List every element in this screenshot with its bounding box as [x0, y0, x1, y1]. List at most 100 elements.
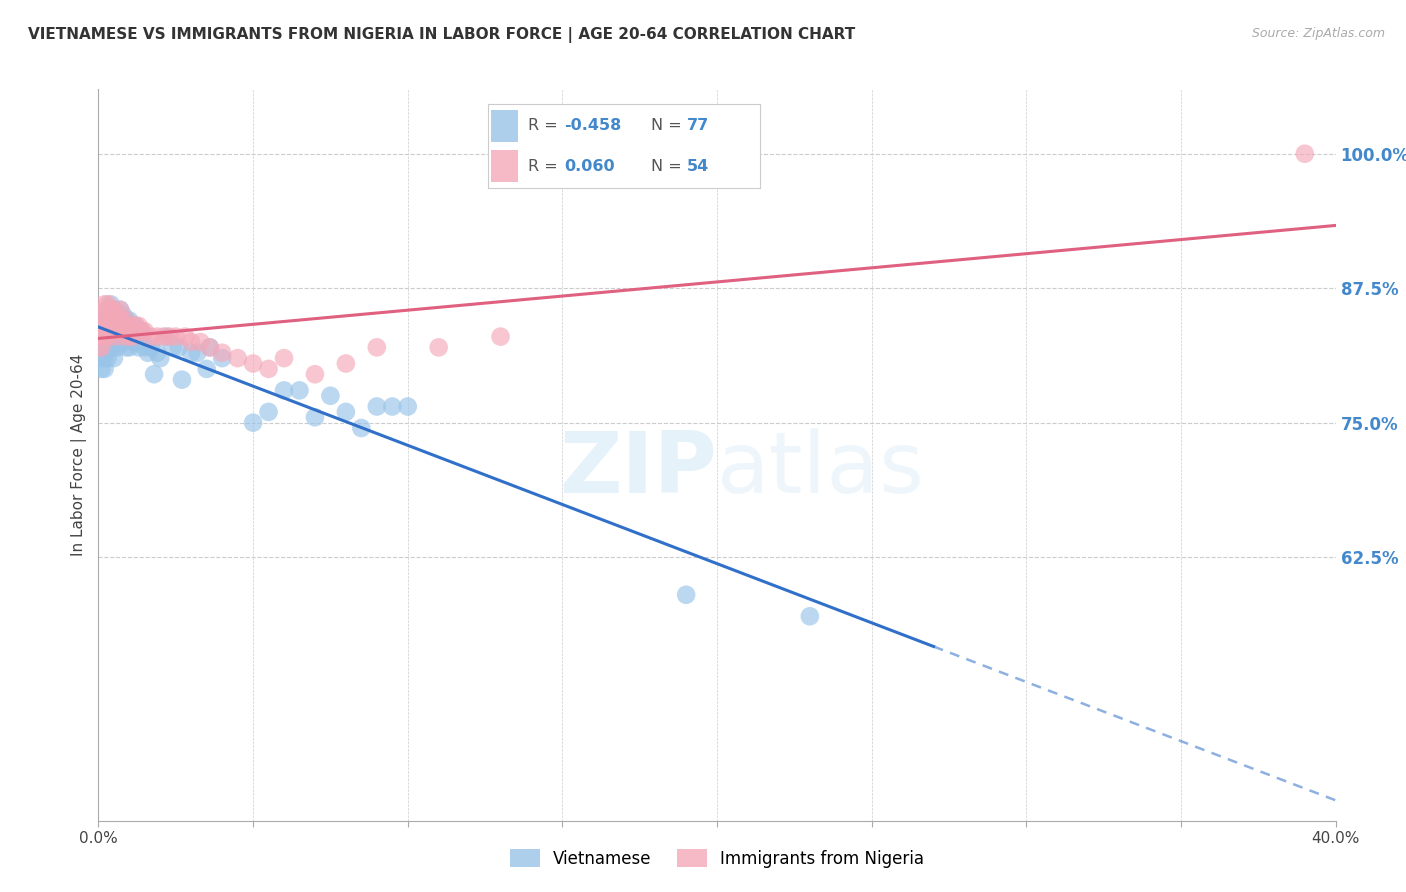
- Point: [108, 302, 131, 317]
- Point: [103, 318, 125, 333]
- Point: [100, 340, 122, 354]
- Point: [112, 334, 135, 349]
- Point: [103, 351, 125, 365]
- Point: [90, 308, 112, 322]
- Point: [174, 329, 197, 343]
- Point: [97, 308, 120, 322]
- Point: [100, 324, 122, 338]
- Point: [242, 416, 264, 430]
- Text: atlas: atlas: [717, 428, 925, 511]
- Point: [257, 362, 280, 376]
- Point: [180, 334, 202, 349]
- Point: [170, 373, 193, 387]
- Point: [335, 405, 357, 419]
- Point: [162, 340, 184, 354]
- Point: [103, 329, 125, 343]
- Point: [93, 362, 115, 376]
- Legend: Vietnamese, Immigrants from Nigeria: Vietnamese, Immigrants from Nigeria: [503, 842, 931, 874]
- Point: [489, 329, 512, 343]
- Point: [143, 368, 166, 382]
- Point: [115, 324, 138, 338]
- Point: [381, 400, 404, 414]
- Point: [93, 297, 115, 311]
- Point: [124, 318, 146, 333]
- Point: [152, 329, 174, 343]
- Point: [165, 329, 187, 343]
- Point: [118, 340, 141, 354]
- Point: [90, 340, 112, 354]
- Point: [155, 329, 177, 343]
- Point: [97, 297, 120, 311]
- Point: [366, 340, 388, 354]
- Point: [198, 340, 221, 354]
- Point: [131, 324, 153, 338]
- Point: [100, 313, 122, 327]
- Point: [139, 329, 162, 343]
- Point: [97, 318, 120, 333]
- Point: [799, 609, 821, 624]
- Point: [112, 308, 135, 322]
- Y-axis label: In Labor Force | Age 20-64: In Labor Force | Age 20-64: [72, 354, 87, 556]
- Point: [103, 302, 125, 317]
- Point: [103, 318, 125, 333]
- Point: [134, 324, 156, 338]
- Point: [366, 400, 388, 414]
- Point: [257, 405, 280, 419]
- Point: [105, 318, 128, 333]
- Point: [128, 318, 150, 333]
- Text: VIETNAMESE VS IMMIGRANTS FROM NIGERIA IN LABOR FORCE | AGE 20-64 CORRELATION CHA: VIETNAMESE VS IMMIGRANTS FROM NIGERIA IN…: [28, 27, 855, 43]
- Point: [350, 421, 373, 435]
- Point: [108, 324, 131, 338]
- Point: [118, 329, 141, 343]
- Point: [121, 329, 143, 343]
- Point: [118, 324, 141, 338]
- Point: [100, 302, 122, 317]
- Point: [226, 351, 249, 365]
- Point: [149, 351, 172, 365]
- Point: [675, 588, 697, 602]
- Point: [100, 329, 122, 343]
- Point: [115, 340, 138, 354]
- Text: Source: ZipAtlas.com: Source: ZipAtlas.com: [1251, 27, 1385, 40]
- Point: [93, 308, 115, 322]
- Point: [105, 308, 128, 322]
- Point: [93, 318, 115, 333]
- Point: [93, 329, 115, 343]
- Point: [195, 362, 218, 376]
- Point: [105, 308, 128, 322]
- Point: [186, 345, 208, 359]
- Point: [100, 318, 122, 333]
- Point: [87, 340, 110, 354]
- Point: [115, 313, 138, 327]
- Point: [396, 400, 419, 414]
- Point: [134, 340, 156, 354]
- Point: [105, 329, 128, 343]
- Point: [115, 313, 138, 327]
- Point: [100, 297, 122, 311]
- Point: [90, 362, 112, 376]
- Point: [180, 345, 202, 359]
- Point: [93, 340, 115, 354]
- Point: [97, 318, 120, 333]
- Point: [167, 340, 190, 354]
- Point: [103, 340, 125, 354]
- Point: [273, 384, 295, 398]
- Point: [146, 345, 169, 359]
- Point: [304, 368, 326, 382]
- Point: [211, 345, 233, 359]
- Point: [190, 334, 212, 349]
- Point: [118, 318, 141, 333]
- Point: [335, 356, 357, 371]
- Point: [103, 324, 125, 338]
- Text: ZIP: ZIP: [560, 428, 717, 511]
- Point: [93, 318, 115, 333]
- Point: [121, 318, 143, 333]
- Point: [90, 329, 112, 343]
- Point: [108, 334, 131, 349]
- Point: [121, 334, 143, 349]
- Point: [105, 318, 128, 333]
- Point: [211, 351, 233, 365]
- Point: [146, 329, 169, 343]
- Point: [1294, 146, 1316, 161]
- Point: [124, 318, 146, 333]
